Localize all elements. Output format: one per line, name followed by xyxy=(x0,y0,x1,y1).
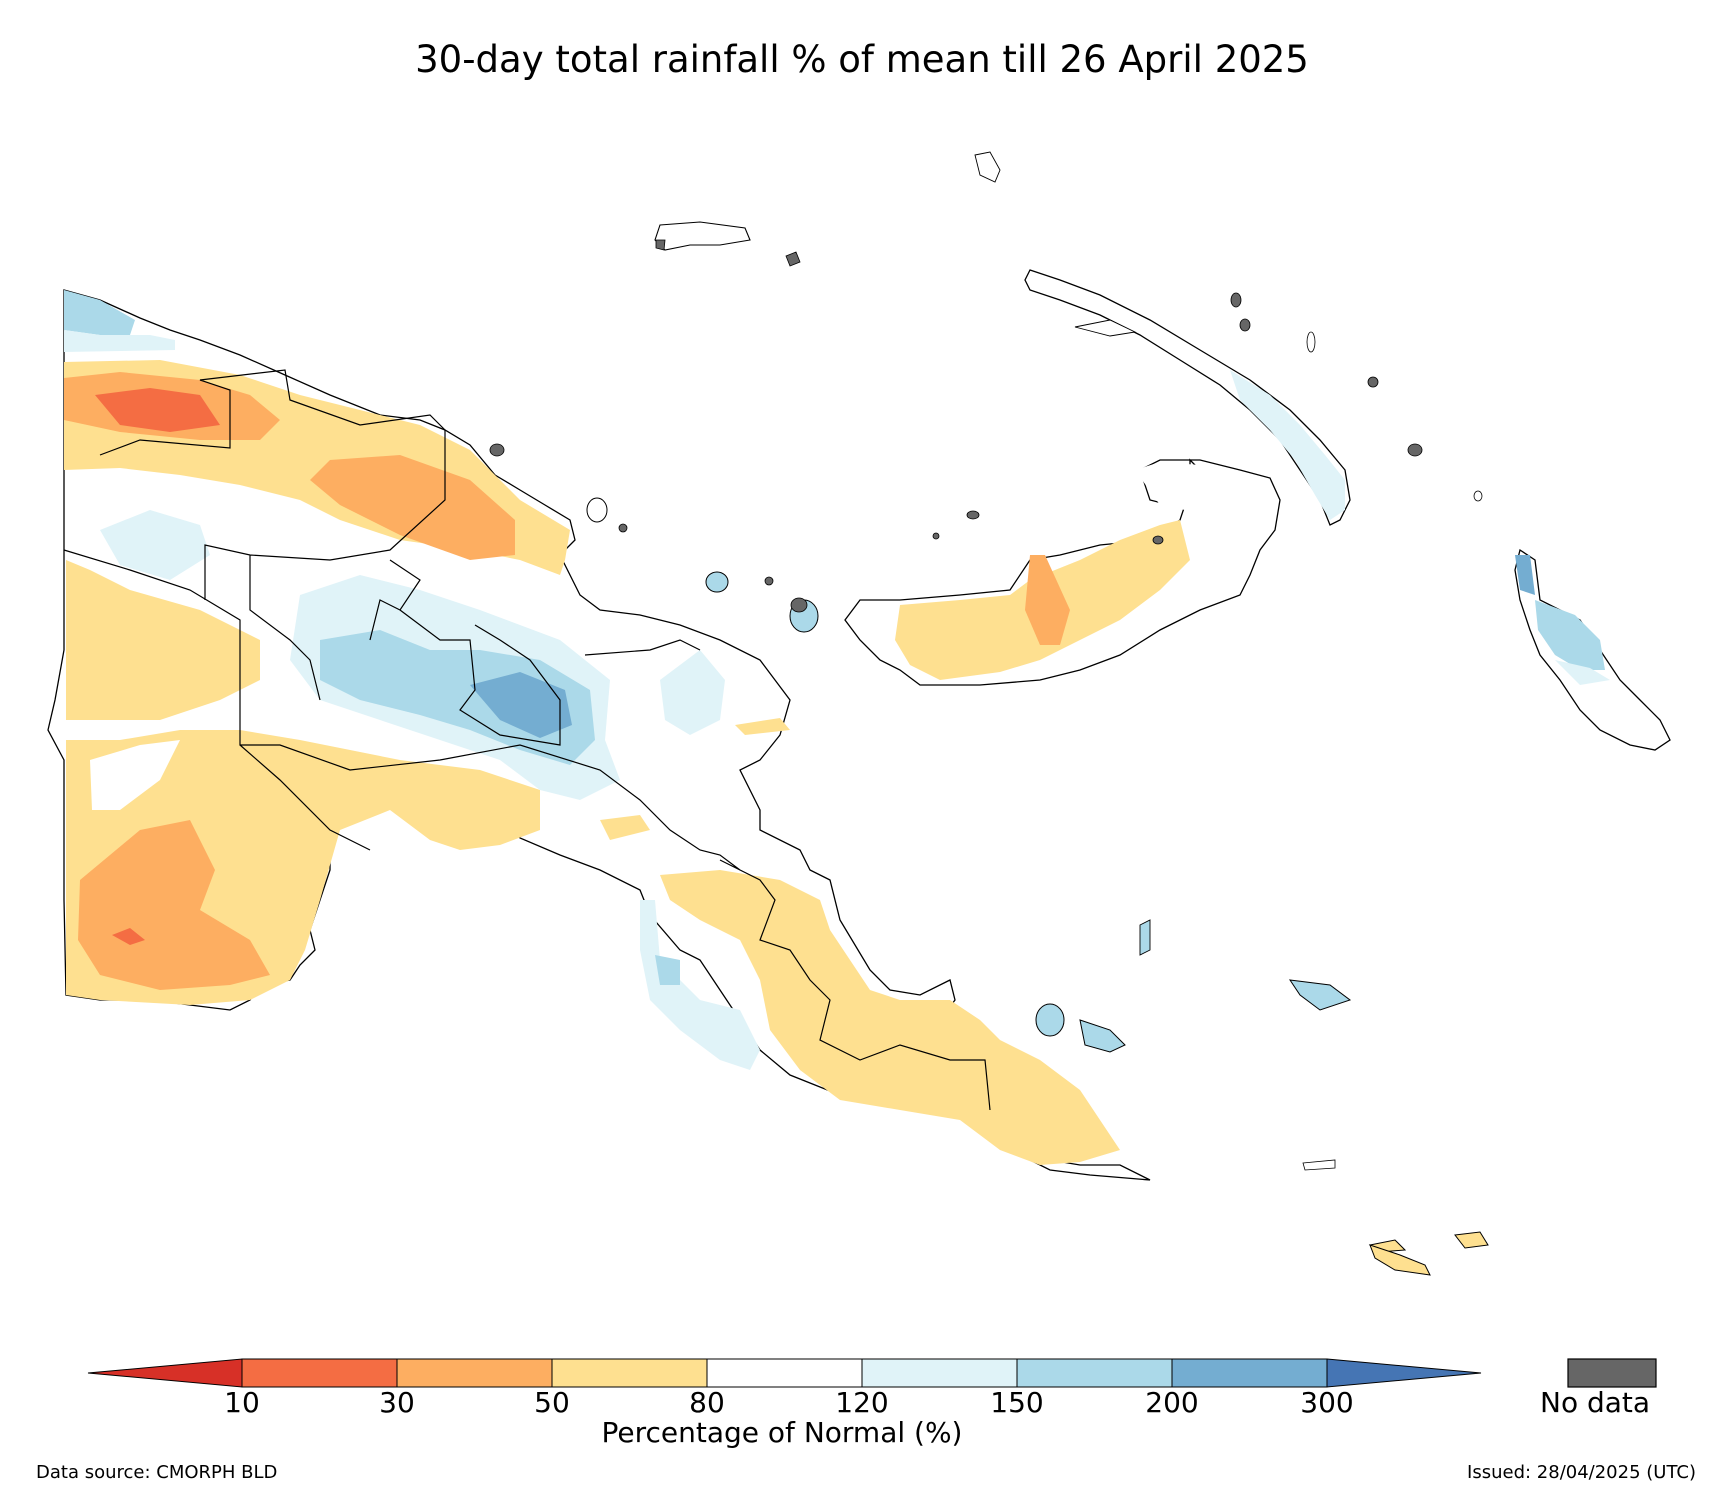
map-title: 30-day total rainfall % of mean till 26 … xyxy=(415,38,1309,81)
colorbar-bin-30-50 xyxy=(396,1358,553,1388)
new-britain xyxy=(844,458,1281,686)
issued-date: Issued: 28/04/2025 (UTC) xyxy=(1467,1462,1696,1483)
colorbar-bin-50-80 xyxy=(551,1358,708,1388)
new-britain-white-tip xyxy=(1135,462,1205,510)
colorbar-bin-10-30 xyxy=(241,1358,398,1388)
north-dry-core-2 xyxy=(310,455,515,560)
new-britain-very-dry xyxy=(1025,555,1070,645)
southwest-very-dry xyxy=(78,820,270,990)
colorbar-label: Percentage of Normal (%) xyxy=(601,1416,963,1449)
small-islands xyxy=(489,151,1483,633)
colorbar-tick: 80 xyxy=(689,1386,725,1419)
south-coast-wet xyxy=(655,955,680,985)
manus-island xyxy=(654,221,801,267)
colorbar-tick: 120 xyxy=(835,1386,889,1419)
province-borders xyxy=(63,369,991,1111)
southern-dry-spot xyxy=(600,815,650,840)
data-source: Data source: CMORPH BLD xyxy=(36,1462,278,1483)
west-dry-region xyxy=(66,560,260,720)
colorbar-bin-200-300 xyxy=(1171,1358,1328,1388)
bougainville-wet xyxy=(1535,600,1605,670)
west-white-gap xyxy=(90,740,180,810)
colorbar-bin-150-200 xyxy=(1016,1358,1173,1388)
colorbar-tick: 30 xyxy=(379,1386,415,1419)
no-data-label: No data xyxy=(1540,1386,1651,1419)
bougainville-light-wet xyxy=(1555,660,1610,685)
central-dry-spot xyxy=(735,718,790,735)
west-light-wet xyxy=(100,510,210,580)
colorbar-under-arrow xyxy=(87,1358,243,1388)
mainland-png xyxy=(47,289,1151,1181)
papuan-tail-dry xyxy=(660,870,1120,1165)
south-coast-light-wet xyxy=(640,900,760,1070)
east-highland-light-wet xyxy=(660,650,725,735)
highlands-very-wet xyxy=(470,672,572,738)
colorbar-tick: 200 xyxy=(1145,1386,1199,1419)
bougainville xyxy=(1514,548,1671,751)
new-ireland-outline xyxy=(1024,269,1351,526)
colorbar-tick: 50 xyxy=(534,1386,570,1419)
colorbar-tick: 300 xyxy=(1300,1386,1354,1419)
colorbar-bin-120-150 xyxy=(861,1358,1018,1388)
bougainville-very-wet xyxy=(1515,555,1535,595)
colorbar-tick: 150 xyxy=(990,1386,1044,1419)
north-very-dry xyxy=(95,388,220,432)
colorbar xyxy=(87,1358,1482,1388)
colorbar-over-arrow xyxy=(1326,1358,1482,1388)
new-ireland-light-wet xyxy=(1230,370,1345,520)
new-ireland xyxy=(1024,269,1351,526)
nw-wet-patch xyxy=(64,290,135,335)
colorbar-tick: 10 xyxy=(224,1386,260,1419)
southeast-islands xyxy=(1035,919,1489,1276)
colorbar-bin-80-120 xyxy=(706,1358,863,1388)
no-data-swatch xyxy=(1567,1358,1657,1388)
southwest-extreme-dry xyxy=(112,928,145,945)
nw-wet-patch-light xyxy=(64,330,175,352)
